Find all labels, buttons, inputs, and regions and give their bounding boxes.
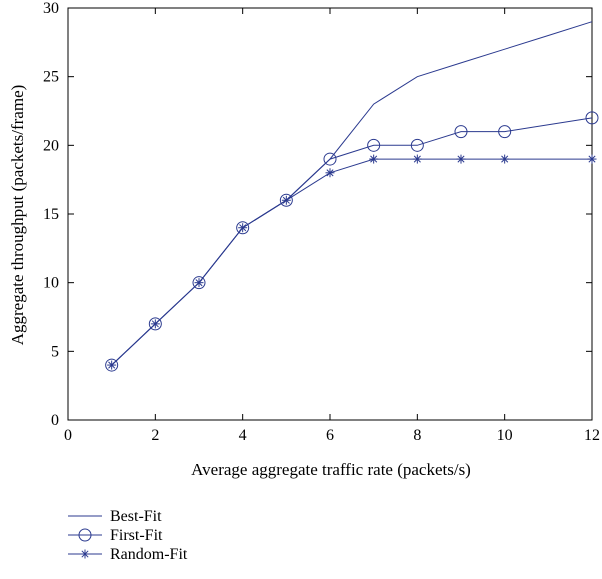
x-tick-label: 0	[64, 427, 72, 444]
legend-entry: Best-Fit	[68, 508, 162, 525]
data-point-circle	[279, 193, 293, 207]
legend-entry: First-Fit	[68, 527, 163, 544]
data-point-circle	[148, 317, 162, 331]
star-stroke	[81, 550, 89, 558]
data-point-star	[412, 154, 422, 164]
series-best-fit	[111, 21, 593, 366]
y-tick-label: 30	[43, 0, 59, 17]
y-tick-label: 25	[43, 69, 59, 86]
star-stroke	[588, 155, 596, 163]
y-tick-label: 5	[51, 343, 59, 360]
data-point-star	[80, 549, 90, 559]
axes: 0 2 4 6 8 10 12 0 5 10 15 20 25 30	[43, 0, 600, 444]
data-point-star	[238, 223, 248, 233]
data-point-circle	[454, 125, 468, 139]
data-point-star	[281, 195, 291, 205]
data-point-star	[587, 154, 597, 164]
data-point-circle	[410, 138, 424, 152]
plot-frame	[67, 7, 593, 421]
data-point-circle	[367, 138, 381, 152]
data-point-circle	[105, 358, 119, 372]
x-tick-label: 2	[151, 427, 159, 444]
series-random-fit	[107, 154, 597, 370]
data-point-circle	[236, 221, 250, 235]
series-line	[111, 158, 592, 366]
x-tick-label: 6	[326, 427, 334, 444]
star-stroke	[457, 155, 465, 163]
y-tick-label: 20	[43, 137, 59, 154]
y-tick-label: 0	[51, 412, 59, 429]
legend-entry: Random-Fit	[68, 546, 188, 563]
legend: Best-Fit First-Fit Random-Fit	[68, 508, 188, 563]
legend-label: Random-Fit	[110, 546, 188, 563]
star-stroke	[501, 155, 509, 163]
data-point-star	[150, 319, 160, 329]
data-point-star	[500, 154, 510, 164]
x-axis-label: Average aggregate traffic rate (packets/…	[191, 460, 471, 479]
star-stroke	[151, 320, 159, 328]
data-point-circle	[78, 528, 92, 542]
data-point-star	[456, 154, 466, 164]
star-stroke	[195, 279, 203, 287]
legend-label: First-Fit	[110, 527, 163, 544]
y-tick-label: 15	[43, 206, 59, 223]
y-tick-label: 10	[43, 275, 59, 292]
series-layer	[105, 21, 599, 372]
series-line	[111, 117, 593, 366]
data-point-circle	[585, 111, 599, 125]
series-line	[111, 21, 593, 366]
star-stroke	[326, 169, 334, 177]
star-stroke	[108, 361, 116, 369]
series-first-fit	[105, 111, 599, 372]
star-stroke	[413, 155, 421, 163]
data-point-star	[325, 168, 335, 178]
x-tick-label: 4	[239, 427, 247, 444]
y-axis-label: Aggregate throughput (packets/frame)	[8, 85, 27, 346]
x-tick-label: 8	[413, 427, 421, 444]
legend-label: Best-Fit	[110, 508, 162, 525]
data-point-star	[369, 154, 379, 164]
star-stroke	[282, 196, 290, 204]
data-point-star	[194, 278, 204, 288]
data-point-circle	[192, 276, 206, 290]
data-point-star	[107, 360, 117, 370]
star-stroke	[370, 155, 378, 163]
data-point-circle	[323, 152, 337, 166]
star-stroke	[239, 224, 247, 232]
x-tick-label: 10	[497, 427, 513, 444]
data-point-circle	[498, 125, 512, 139]
x-tick-label: 12	[584, 427, 600, 444]
